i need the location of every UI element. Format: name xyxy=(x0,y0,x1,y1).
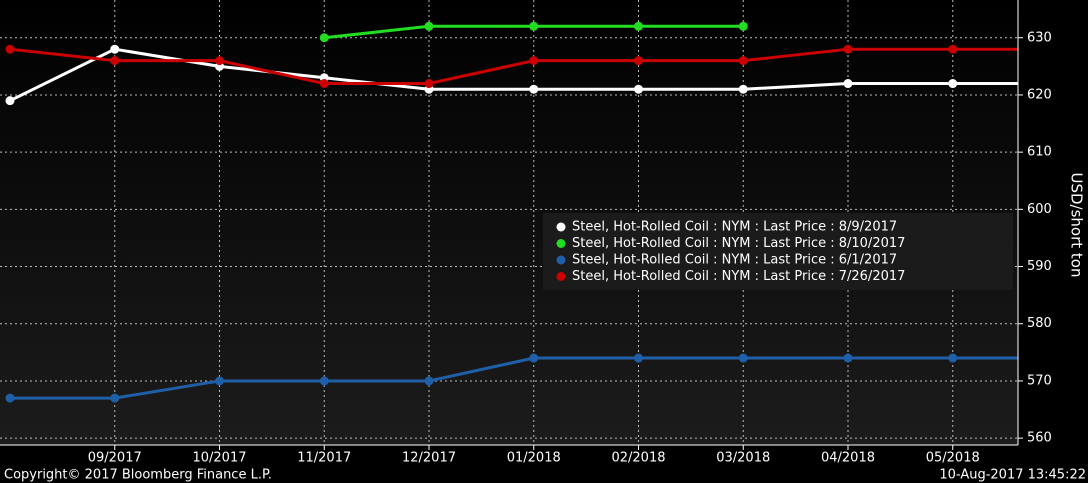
legend-entries: Steel, Hot-Rolled Coil : NYM : Last Pric… xyxy=(556,220,905,284)
data-point xyxy=(1053,354,1062,363)
data-point xyxy=(319,79,329,89)
y-tick-label: 570 xyxy=(1027,373,1052,388)
y-axis-label: USD/short ton xyxy=(1068,173,1086,278)
y-tick-label: 560 xyxy=(1027,431,1052,446)
data-point xyxy=(110,56,120,66)
footer-right: 10-Aug-2017 13:45:22 xyxy=(939,468,1086,483)
y-tick-label: 590 xyxy=(1027,259,1052,274)
x-tick-label: 04/2018 xyxy=(821,451,875,466)
data-point xyxy=(319,376,329,386)
y-tick-label: 630 xyxy=(1027,30,1052,45)
legend-label: Steel, Hot-Rolled Coil : NYM : Last Pric… xyxy=(572,269,905,284)
legend-label: Steel, Hot-Rolled Coil : NYM : Last Pric… xyxy=(572,236,905,251)
data-point xyxy=(634,84,643,94)
data-point xyxy=(529,84,539,94)
data-point xyxy=(424,79,434,89)
x-tick-label: 09/2017 xyxy=(88,451,142,466)
data-point xyxy=(948,353,958,363)
data-point xyxy=(529,56,539,66)
data-point xyxy=(529,353,539,363)
legend-marker xyxy=(556,239,566,248)
data-point xyxy=(5,44,15,54)
footer-left: Copyright© 2017 Bloomberg Finance L.P. xyxy=(4,468,272,483)
x-tick-label: 10/2017 xyxy=(192,451,246,466)
data-point xyxy=(110,393,120,403)
series xyxy=(5,21,1062,403)
data-point xyxy=(319,33,329,43)
legend-label: Steel, Hot-Rolled Coil : NYM : Last Pric… xyxy=(572,253,897,268)
data-point xyxy=(1053,45,1062,54)
legend-marker xyxy=(556,272,566,281)
data-point xyxy=(948,79,958,89)
data-point xyxy=(5,393,15,403)
data-point xyxy=(738,84,748,94)
data-point xyxy=(634,56,643,66)
data-point xyxy=(1053,79,1062,88)
grid xyxy=(0,0,1018,445)
data-point xyxy=(5,96,15,106)
y-tick-label: 600 xyxy=(1027,202,1052,217)
y-tick-label: 610 xyxy=(1027,145,1052,160)
data-point xyxy=(738,21,748,31)
x-tick-label: 02/2018 xyxy=(611,451,665,466)
y-tick-label: 620 xyxy=(1027,87,1052,102)
data-point xyxy=(948,44,958,54)
legend-marker xyxy=(556,222,566,232)
data-point xyxy=(529,21,539,31)
data-point xyxy=(424,21,434,31)
data-point xyxy=(110,44,120,54)
x-tick-label: 01/2018 xyxy=(507,451,561,466)
data-point xyxy=(634,353,643,363)
data-point xyxy=(424,376,434,386)
x-tick-label: 12/2017 xyxy=(402,451,456,466)
data-point xyxy=(215,376,224,386)
legend xyxy=(543,213,1013,290)
data-point xyxy=(843,79,853,89)
data-point xyxy=(738,353,748,363)
data-point xyxy=(843,353,853,363)
data-point xyxy=(634,21,643,31)
legend-marker xyxy=(556,255,566,265)
x-tick-label: 03/2018 xyxy=(716,451,770,466)
x-tick-label: 05/2018 xyxy=(926,451,980,466)
data-point xyxy=(738,56,748,66)
x-tick-label: 11/2017 xyxy=(297,451,351,466)
y-tick-label: 580 xyxy=(1027,316,1052,331)
legend-label: Steel, Hot-Rolled Coil : NYM : Last Pric… xyxy=(572,220,897,235)
data-point xyxy=(215,56,224,66)
data-point xyxy=(843,44,853,54)
